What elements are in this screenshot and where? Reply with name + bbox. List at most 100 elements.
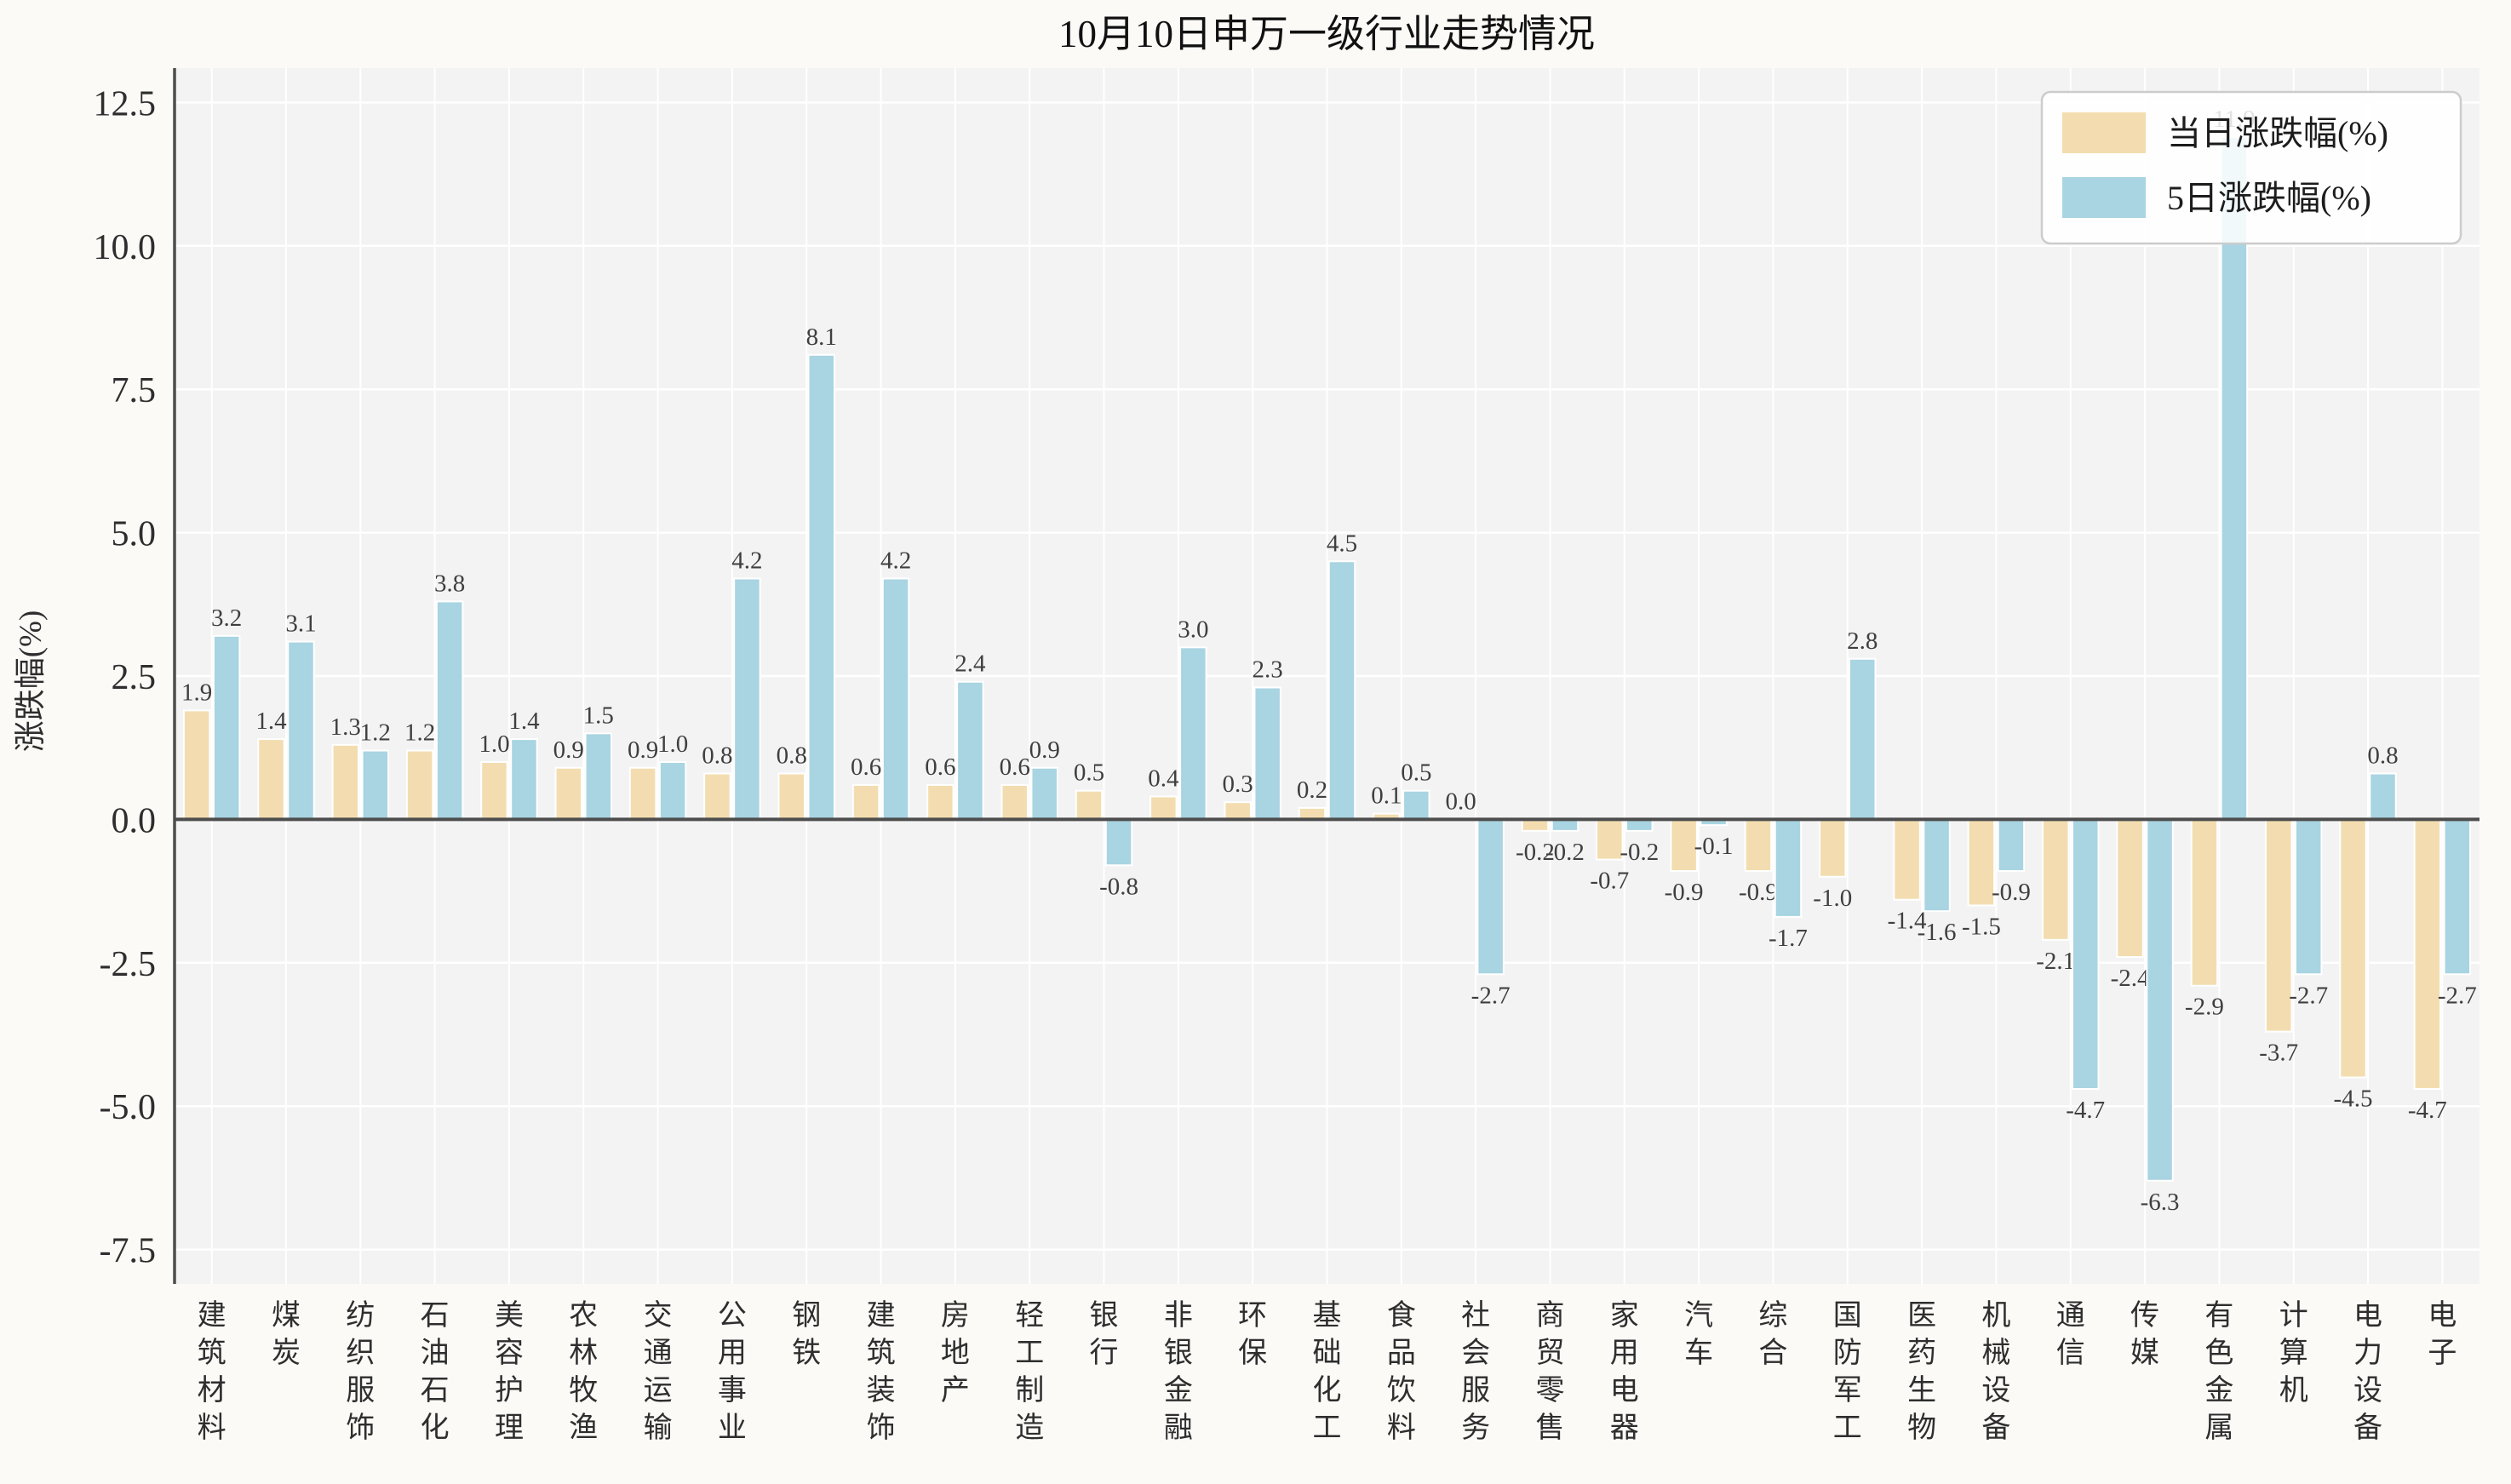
x-tick-label-char: 融 [1164,1412,1193,1444]
chart-title: 10月10日申万一级行业走势情况 [1058,13,1595,55]
bar-value-label: -0.8 [1099,873,1138,900]
bar-value-label: 0.8 [777,742,807,770]
x-tick-label-char: 护 [495,1374,524,1407]
x-tick-label-char: 渔 [569,1412,598,1444]
bar-5day [2146,818,2174,1182]
bar-daily [703,772,731,821]
x-tick-label-char: 服 [1461,1375,1490,1407]
bar-value-label: -4.5 [2334,1086,2373,1113]
bar-value-label: -1.5 [1962,913,2001,940]
bar-daily [2413,818,2442,1090]
bar-value-label: 0.9 [1029,736,1060,764]
bar-value-label: 1.2 [360,719,391,747]
bar-daily [1075,789,1104,821]
bar-value-label: -4.7 [2066,1097,2105,1124]
x-tick-label-char: 综 [1758,1299,1787,1332]
x-tick-label-char: 力 [2353,1337,2382,1369]
bar-daily [2339,818,2367,1079]
x-tick-label-char: 务 [1461,1412,1490,1444]
x-tick-label-char: 银 [1090,1300,1119,1332]
x-tick-label-char: 材 [198,1374,226,1407]
bar-daily [331,743,360,821]
bar-value-label: 3.8 [434,570,465,597]
bar-5day [1774,818,1803,918]
y-tick-label: 2.5 [112,658,157,697]
x-tick-label-char: 汽 [1684,1299,1713,1332]
bar-daily [2264,818,2293,1033]
x-tick-label-char: 贸 [1535,1338,1564,1369]
x-tick-label-char: 筑 [867,1337,896,1369]
x-tick-label-char: 售 [1535,1412,1564,1444]
x-tick-label-char: 化 [1313,1374,1342,1407]
x-tick-label-char: 造 [1015,1412,1044,1444]
bar-value-label: -0.9 [1992,879,2031,906]
x-tick-label-char: 农 [569,1299,598,1332]
x-tick-label-char: 事 [718,1374,747,1407]
x-tick-label-char: 础 [1313,1338,1342,1369]
y-tick-label: 10.0 [94,228,157,267]
bar-value-label: -1.7 [1769,925,1808,952]
bar-5day [881,577,910,821]
x-tick-label-char: 备 [2353,1412,2382,1444]
bar-value-label: 0.9 [553,736,584,764]
bar-5day [1402,789,1430,821]
x-tick-label-char: 业 [718,1412,747,1444]
x-tick-label-char: 防 [1833,1338,1862,1369]
bar-value-label: -0.9 [1739,879,1778,906]
bar-value-label: -2.7 [1471,982,1511,1009]
x-tick-label-char: 地 [941,1337,970,1369]
x-tick-label-char: 信 [2056,1337,2085,1369]
bar-value-label: 0.8 [702,742,732,770]
bar-5day [956,680,984,821]
x-tick-label-char: 炭 [272,1338,301,1369]
bar-value-label: 3.2 [211,604,242,632]
x-tick-label-char: 会 [1461,1337,1490,1369]
bar-5day [584,732,613,821]
x-tick-label-char: 建 [867,1299,896,1332]
x-tick-label-char: 备 [1981,1412,2010,1444]
x-tick-label-char: 国 [1833,1300,1862,1332]
x-tick-label-char: 媒 [2130,1338,2159,1369]
bar-daily [1521,818,1550,832]
bar-daily [480,761,508,821]
bar-value-label: -3.7 [2259,1040,2298,1067]
x-tick-label-char: 计 [2279,1300,2308,1332]
bar-5day [2220,135,2249,821]
x-tick-label-char: 饰 [867,1412,896,1444]
y-tick-label: -2.5 [100,945,157,984]
x-tick-label-char: 药 [1907,1337,1936,1369]
bar-value-label: -4.7 [2408,1097,2447,1124]
bar-value-label: 0.0 [1446,788,1476,815]
bar-5day [1923,818,1951,913]
x-tick-label-char: 保 [1238,1338,1267,1369]
bar-value-label: 3.0 [1178,616,1208,643]
bar-value-label: -1.4 [1888,908,1927,935]
x-tick-label-char: 机 [1981,1299,2010,1332]
x-tick-label-char: 传 [2130,1300,2159,1332]
bar-value-label: 2.8 [1847,627,1878,655]
x-tick-label-char: 电 [2428,1299,2457,1332]
bar-5day [1997,818,2026,873]
x-tick-label-char: 产 [941,1374,970,1407]
bar-value-label: 1.4 [255,708,287,735]
legend-box [2040,90,2462,245]
x-tick-label-char: 属 [2204,1412,2233,1444]
bar-value-label: -0.7 [1590,868,1629,895]
bar-value-label: 2.4 [955,650,986,678]
bar-value-label: 4.2 [880,547,911,574]
x-tick-label-char: 生 [1907,1374,1936,1407]
bar-5day [361,749,390,821]
x-tick-label-char: 行 [1090,1337,1119,1369]
x-tick-label-char: 金 [2204,1374,2233,1407]
x-tick-label-char: 机 [2279,1374,2308,1407]
x-tick-label-char: 银 [1164,1338,1193,1369]
x-tick-label-char: 设 [1981,1375,2010,1407]
bar-5day [2369,772,2397,821]
x-tick-label-char: 色 [2204,1337,2233,1369]
bar-5day [2443,818,2472,976]
x-tick-label-char: 制 [1015,1375,1044,1407]
x-tick-label-char: 林 [569,1337,598,1369]
bar-5day [658,761,687,821]
x-tick-label-char: 零 [1535,1375,1564,1407]
